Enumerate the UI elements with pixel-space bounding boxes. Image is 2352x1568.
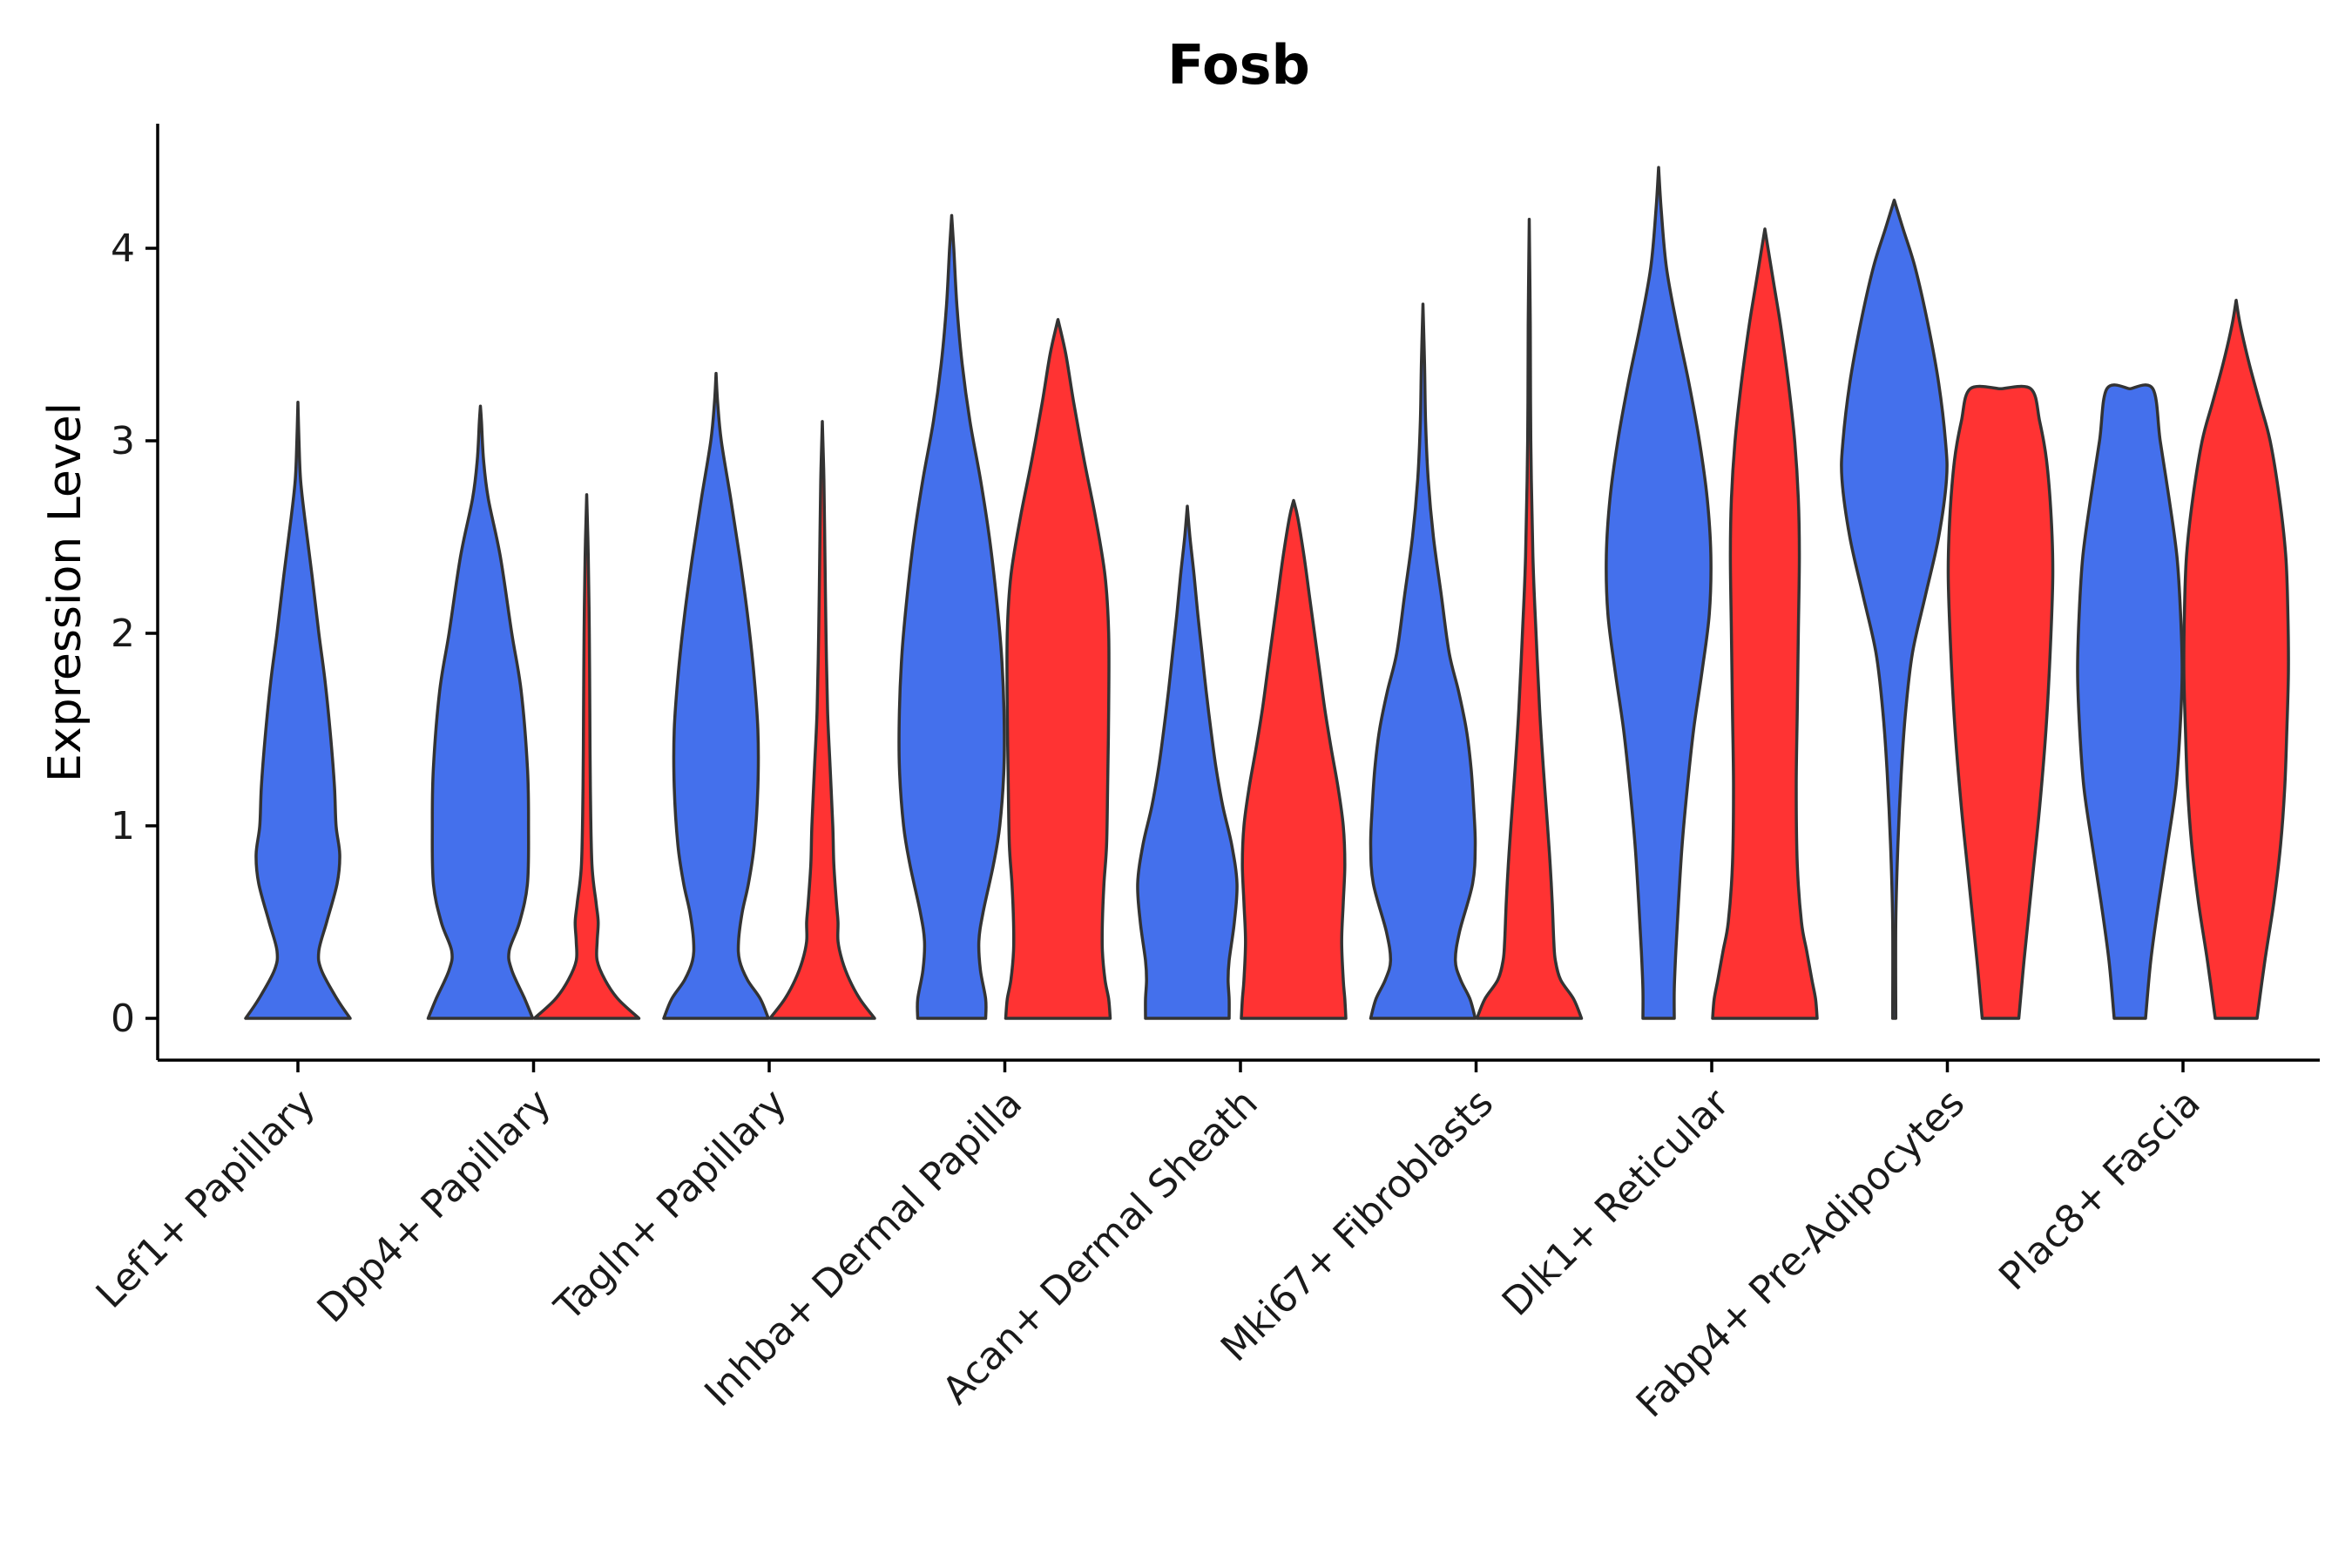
violin-blue <box>1840 199 1949 1020</box>
y-axis-title: Expression Level <box>39 402 91 782</box>
violin-red <box>532 493 641 1020</box>
violin-red <box>1711 227 1819 1020</box>
violin-red <box>1004 318 1112 1020</box>
violin-blue <box>1136 504 1239 1020</box>
x-tick-label: Lef1+ Papillary <box>88 1081 324 1317</box>
y-tick-label: 2 <box>111 612 135 656</box>
axes-layer <box>156 124 2320 1062</box>
y-tick-label: 1 <box>111 804 135 848</box>
violin-red <box>1946 384 2055 1020</box>
y-tick-label: 3 <box>111 419 135 463</box>
x-tick-label: Tagln+ Papillary <box>546 1081 795 1330</box>
x-tick-label: Dpp4+ Papillary <box>309 1081 560 1332</box>
y-tick-label: 4 <box>111 226 135 271</box>
violin-red <box>1475 218 1584 1020</box>
violin-red <box>1240 498 1348 1020</box>
violin-blue <box>897 213 1006 1020</box>
violin-blue <box>662 371 770 1020</box>
violins-layer <box>244 166 2290 1020</box>
violin-red <box>2182 298 2290 1020</box>
x-tick-label: Plac8+ Fascia <box>1990 1081 2209 1300</box>
violin-blue <box>2076 383 2184 1020</box>
violin-blue <box>426 404 535 1020</box>
y-tick-label: 0 <box>111 997 135 1041</box>
chart-title: Fosb <box>1167 33 1310 97</box>
violin-red <box>768 420 876 1020</box>
violin-blue <box>1605 166 1713 1020</box>
y-ticks: 0 1 2 3 4 <box>111 226 158 1041</box>
x-tick-label: Mki67+ Fibroblasts <box>1213 1081 1502 1370</box>
violin-blue <box>1369 302 1477 1020</box>
x-tick-label: Dlk1+ Reticular <box>1494 1080 1739 1325</box>
violin-blue <box>244 401 352 1020</box>
